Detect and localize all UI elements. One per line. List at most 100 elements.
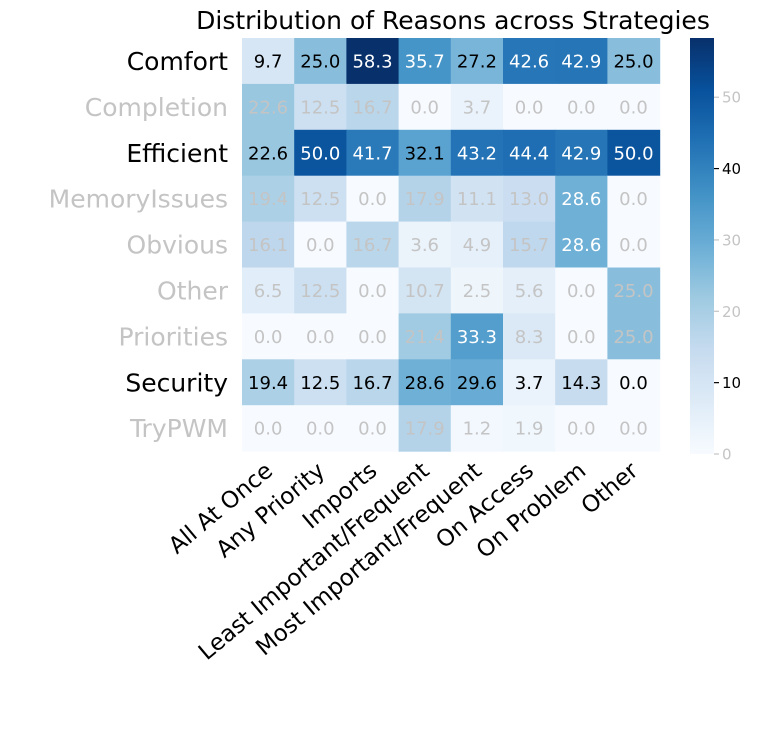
colorbar-gradient (690, 38, 714, 454)
cell-other-on-access (503, 267, 556, 314)
cell-priorities-other (607, 313, 661, 360)
cell-security-on-access (503, 359, 556, 406)
cell-security-on-problem (555, 359, 608, 406)
cell-completion-most-important-frequent (450, 83, 504, 131)
cell-value-label: 1.2 (463, 419, 492, 440)
cell-value-label: 28.6 (405, 373, 445, 394)
cell-obvious-imports (346, 221, 400, 269)
cell-memoryissues-on-access (503, 175, 556, 223)
cell-value-label: 27.2 (457, 51, 497, 72)
cell-security-other (607, 359, 661, 406)
cell-value-label: 42.9 (561, 143, 601, 164)
cell-value-label: 19.4 (248, 189, 288, 210)
cell-value-label: 19.4 (248, 373, 288, 394)
cell-value-label: 25.0 (613, 281, 653, 302)
cell-other-least-important-frequent (398, 267, 452, 314)
cell-other-on-problem (555, 267, 608, 314)
cell-priorities-on-problem (555, 313, 608, 360)
colorbar-tick-label: 30 (722, 231, 741, 249)
cell-completion-on-access (503, 83, 556, 131)
cell-memoryissues-most-important-frequent (450, 175, 504, 223)
cell-trypwm-all-at-once (242, 405, 295, 452)
cell-memoryissues-on-problem (555, 175, 608, 223)
cell-priorities-all-at-once (242, 313, 295, 360)
cell-value-label: 28.6 (561, 235, 601, 256)
cell-trypwm-imports (346, 405, 400, 452)
cell-value-label: 0.0 (410, 97, 439, 118)
cell-efficient-most-important-frequent (450, 129, 504, 177)
cell-value-label: 0.0 (515, 97, 544, 118)
cell-value-label: 43.2 (457, 143, 497, 164)
cell-value-label: 33.3 (457, 327, 497, 348)
cell-value-label: 0.0 (619, 419, 648, 440)
cell-obvious-on-problem (555, 221, 608, 269)
cell-value-label: 4.9 (463, 235, 492, 256)
cell-value-label: 5.6 (515, 281, 544, 302)
cell-efficient-all-at-once (242, 129, 295, 177)
row-label-security: Security (125, 368, 228, 397)
cell-other-all-at-once (242, 267, 295, 314)
cell-value-label: 50.0 (613, 143, 653, 164)
cell-value-label: 0.0 (254, 327, 283, 348)
cell-priorities-on-access (503, 313, 556, 360)
cell-value-label: 0.0 (567, 97, 596, 118)
cell-value-label: 35.7 (405, 51, 445, 72)
cell-value-label: 50.0 (300, 143, 340, 164)
cell-value-label: 22.6 (248, 97, 288, 118)
cell-comfort-imports (346, 38, 400, 85)
cell-value-label: 2.5 (463, 281, 492, 302)
cell-trypwm-most-important-frequent (450, 405, 504, 452)
cell-value-label: 28.6 (561, 189, 601, 210)
row-labels: Comfort Completion Efficient MemoryIssues Ob… (49, 47, 229, 443)
cell-value-label: 42.9 (561, 51, 601, 72)
cell-value-label: 9.7 (254, 51, 283, 72)
cell-value-label: 0.0 (254, 419, 283, 440)
cell-efficient-on-problem (555, 129, 608, 177)
cell-value-label: 16.1 (248, 235, 288, 256)
cell-completion-imports (346, 83, 400, 131)
cell-value-label: 16.7 (352, 97, 392, 118)
cell-value-label: 58.3 (352, 51, 392, 72)
cell-obvious-most-important-frequent (450, 221, 504, 269)
cell-value-label: 0.0 (619, 189, 648, 210)
row-label-other: Other (157, 276, 229, 305)
cell-completion-all-at-once (242, 83, 295, 131)
cell-value-label: 12.5 (300, 281, 340, 302)
cell-obvious-all-at-once (242, 221, 295, 269)
column-label-other: Other (577, 457, 644, 519)
cell-value-label: 22.6 (248, 143, 288, 164)
cell-memoryissues-least-important-frequent (398, 175, 452, 223)
cell-obvious-any-priority (294, 221, 347, 269)
cell-value-label: 17.9 (405, 419, 445, 440)
cell-value-label: 25.0 (300, 51, 340, 72)
cell-security-most-important-frequent (450, 359, 504, 406)
row-label-comfort: Comfort (127, 47, 228, 76)
cell-value-label: 25.0 (613, 327, 653, 348)
cell-value-label: 3.7 (515, 373, 544, 394)
cell-security-any-priority (294, 359, 347, 406)
cell-value-label: 0.0 (619, 97, 648, 118)
cell-value-label: 14.3 (561, 373, 601, 394)
colorbar-tick-label: 20 (722, 303, 741, 321)
colorbar-tick-label: 10 (722, 374, 741, 392)
cell-obvious-least-important-frequent (398, 221, 452, 269)
row-label-efficient: Efficient (126, 139, 228, 168)
cell-efficient-any-priority (294, 129, 347, 177)
cell-value-label: 8.3 (515, 327, 544, 348)
cell-value-label: 44.4 (509, 143, 549, 164)
cell-value-label: 0.0 (358, 189, 387, 210)
row-label-completion: Completion (85, 93, 228, 122)
cell-value-label: 0.0 (567, 281, 596, 302)
cell-value-label: 32.1 (405, 143, 445, 164)
cell-value-label: 16.7 (352, 235, 392, 256)
cell-priorities-any-priority (294, 313, 347, 360)
cell-memoryissues-all-at-once (242, 175, 295, 223)
cell-comfort-most-important-frequent (450, 38, 504, 85)
cell-memoryissues-any-priority (294, 175, 347, 223)
colorbar: 0 10 20 30 40 50 (690, 38, 741, 464)
cell-value-label: 0.0 (619, 373, 648, 394)
cell-value-label: 12.5 (300, 97, 340, 118)
cell-efficient-other (607, 129, 661, 177)
